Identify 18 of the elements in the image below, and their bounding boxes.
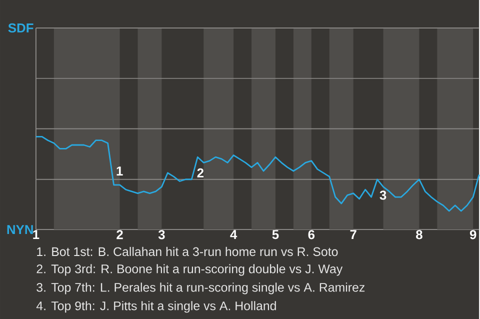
x-tick-label: 6 [308, 230, 315, 240]
text: SDF [8, 23, 34, 32]
text: 3. Top 7th: L. Perales hit a run-scoring single vs A. Ramirez [36, 282, 365, 294]
x-tick-label: 8 [416, 230, 422, 240]
x-tick-label: 3 [158, 230, 165, 240]
x-tick-label: 7 [350, 230, 356, 239]
x-tick-label: 4 [230, 230, 238, 239]
annotation: 3 [380, 190, 386, 200]
x-tick-label: 9 [470, 230, 476, 240]
x-tick-label: 2 [116, 230, 123, 239]
text: 4. Top 9th: J. Pitts hit a single vs A. Holland [36, 300, 276, 312]
text: NYN [7, 224, 33, 234]
text: 2. Top 3rd: R. Boone hit a run-scoring double vs J. Way [36, 264, 343, 276]
annotation: 2 [197, 168, 204, 178]
text: 1. Bot 1st: B. Callahan hit a 3-run home run vs R. Soto [37, 246, 338, 256]
x-tick-label: 1 [33, 230, 40, 239]
annotation: 1 [116, 166, 123, 176]
x-tick-label: 5 [272, 230, 279, 239]
